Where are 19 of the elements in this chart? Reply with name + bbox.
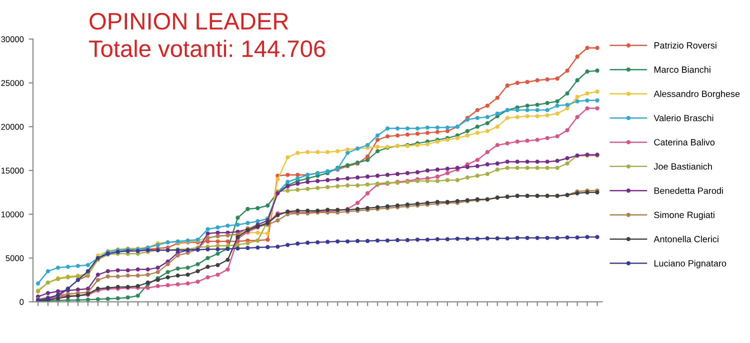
y-tick-label: 25000 bbox=[1, 80, 24, 86]
legend-label: Caterina Balivo bbox=[654, 138, 715, 146]
legend-label: Luciano Pignataro bbox=[654, 260, 726, 268]
legend-label: Joe Bastianich bbox=[654, 163, 712, 170]
y-tick-label: 10000 bbox=[1, 211, 24, 218]
legend-label: Marco Bianchi bbox=[654, 66, 710, 73]
y-tick-label: 15000 bbox=[1, 168, 24, 174]
y-tick-label: 30000 bbox=[1, 36, 24, 42]
legend-label: Valerio Braschi bbox=[654, 114, 714, 122]
legend-label: Alessandro Borghese bbox=[654, 90, 740, 99]
legend-label: Benedetta Parodi bbox=[654, 187, 723, 194]
y-tick-label: 5000 bbox=[6, 255, 24, 262]
chart-title: OPINION LEADER bbox=[90, 12, 288, 30]
legend-label: Patrizio Roversi bbox=[654, 42, 716, 49]
legend-label: Antonella Clerici bbox=[654, 236, 718, 242]
y-tick-label: 0 bbox=[20, 299, 24, 305]
legend-label: Simone Rugiati bbox=[654, 211, 714, 220]
y-tick-label: 20000 bbox=[1, 124, 24, 130]
chart-subtitle: Totale votanti: 144.706 bbox=[89, 40, 326, 58]
